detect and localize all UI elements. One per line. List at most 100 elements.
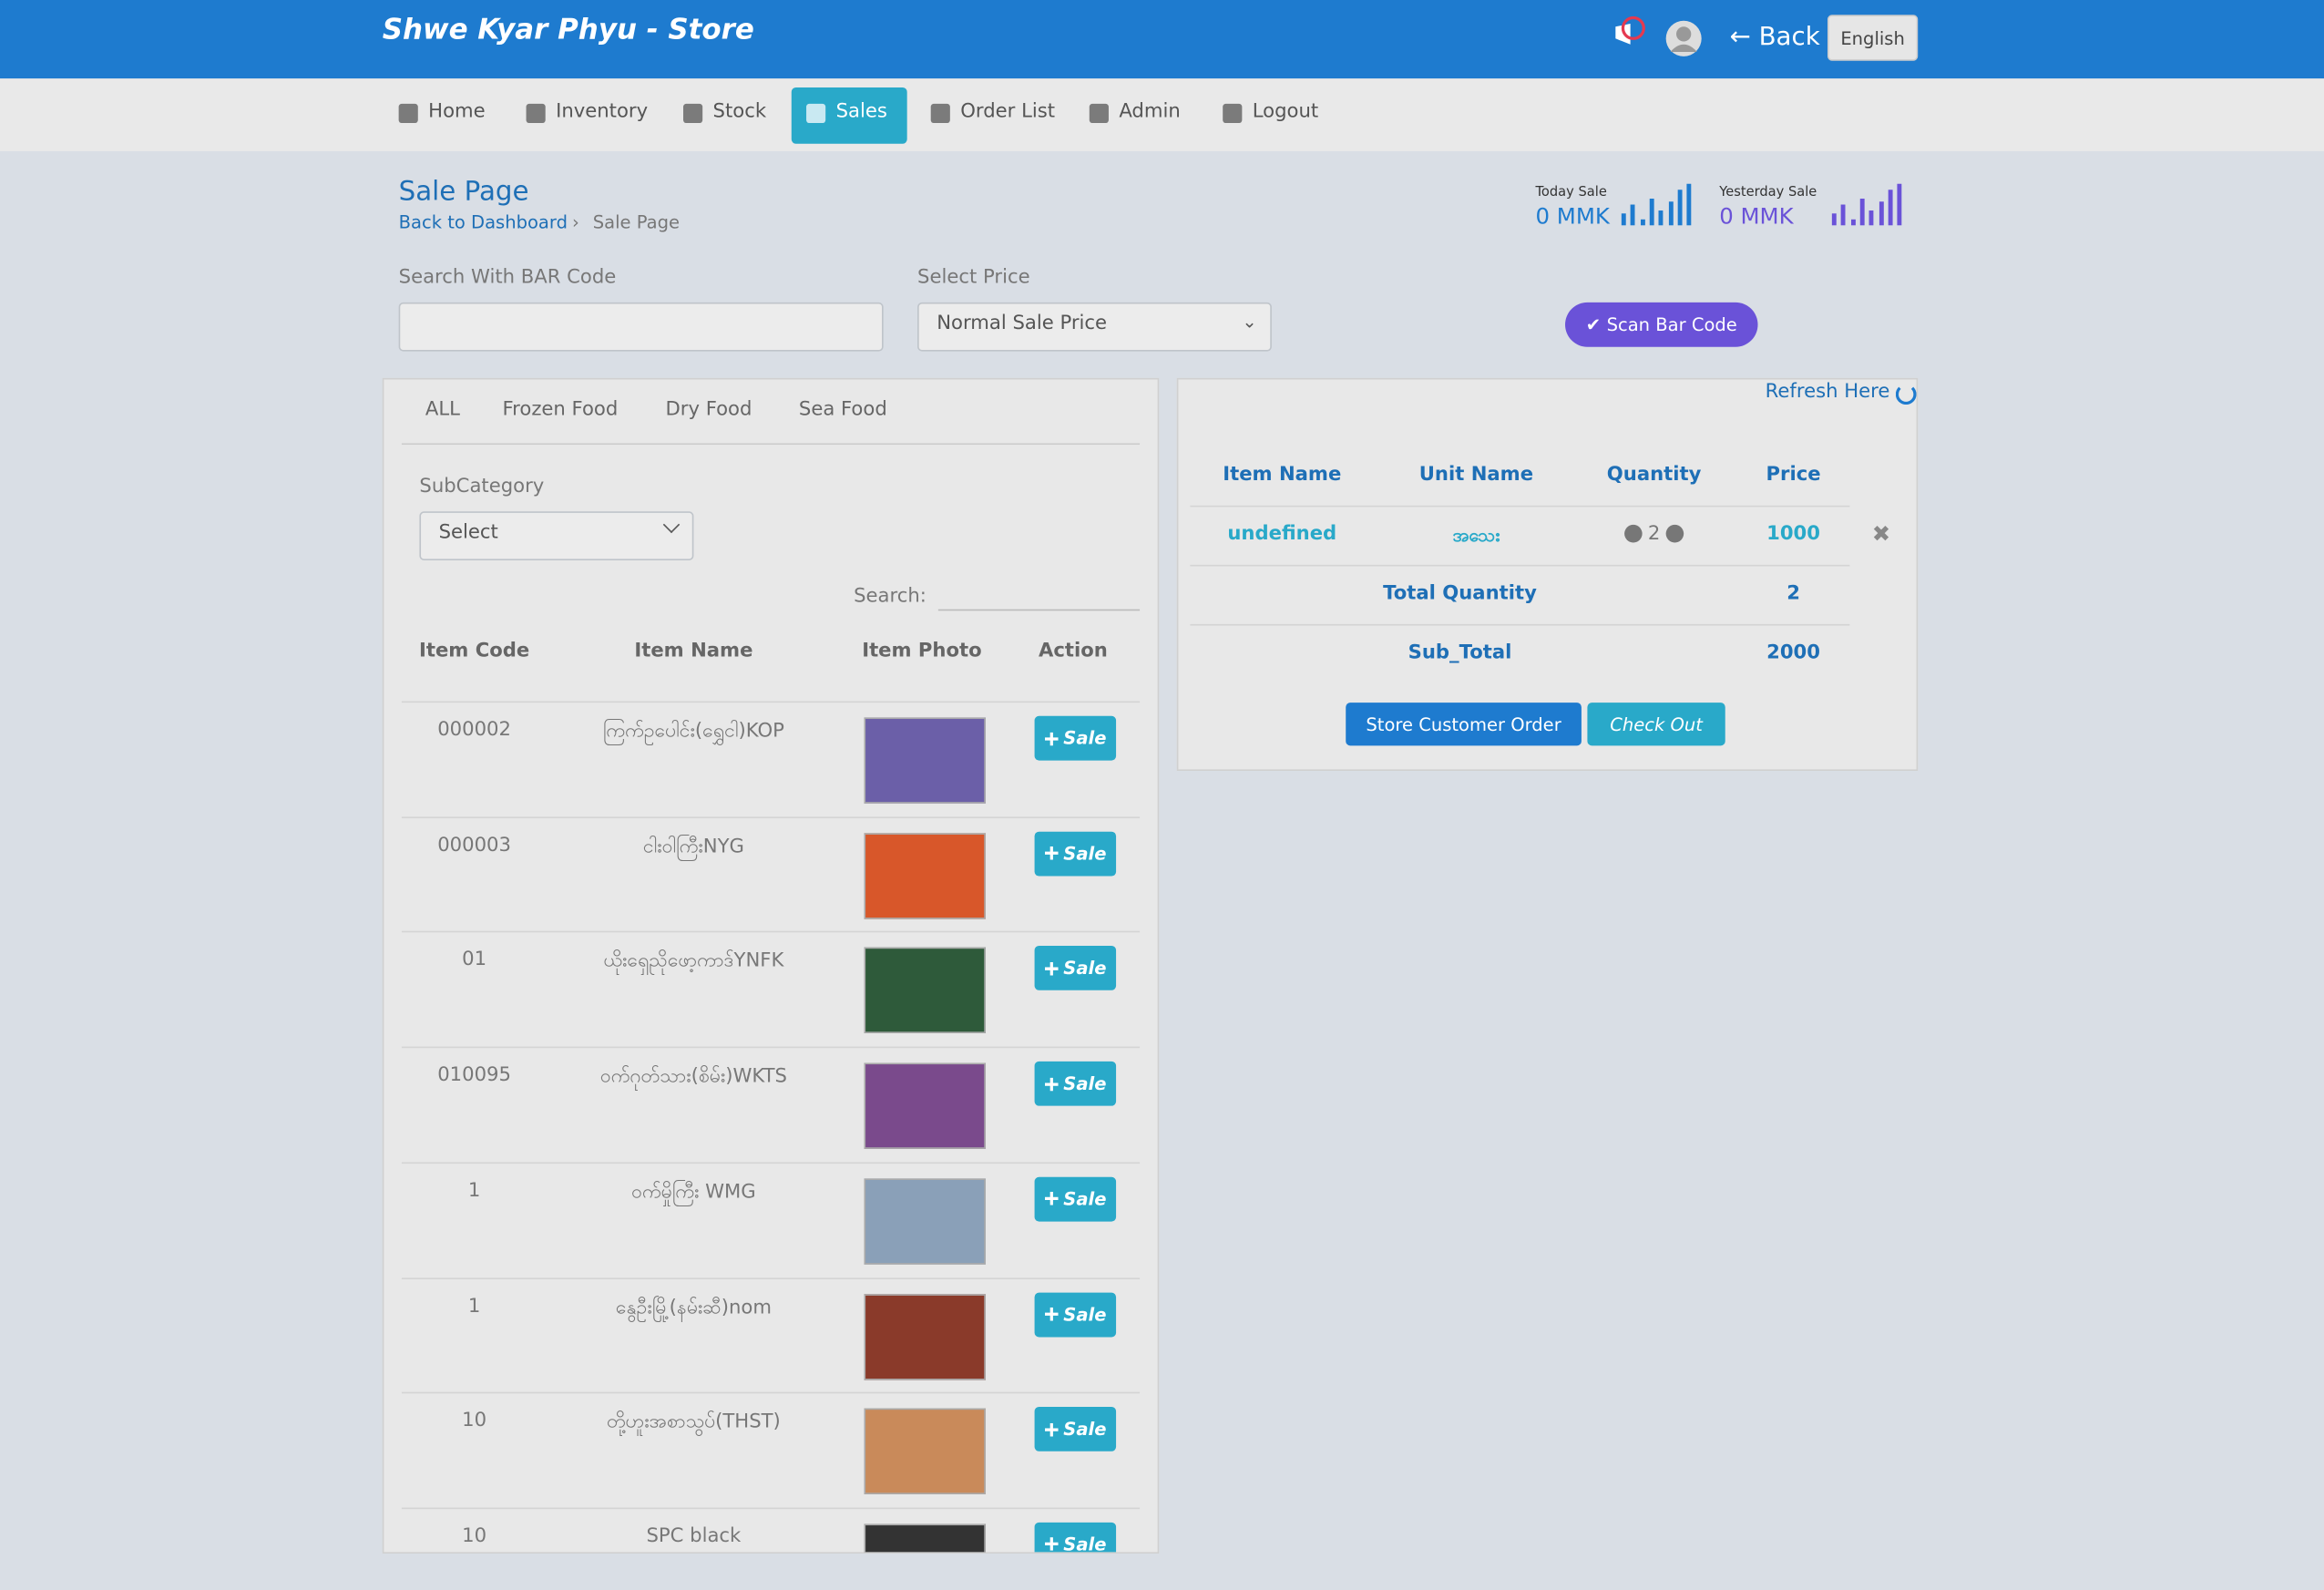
category-tab[interactable]: Dry Food — [665, 398, 752, 422]
nav-icon[interactable] — [1089, 103, 1109, 124]
scan-button[interactable]: ✔ Scan Bar Code — [1565, 302, 1758, 347]
nav-item[interactable]: Home — [428, 100, 486, 124]
cart-item: undefined — [1227, 523, 1337, 546]
stat-bar-icon — [1897, 183, 1902, 226]
refresh-icon[interactable] — [1895, 384, 1917, 405]
cart-unit: အသေး — [1452, 524, 1500, 546]
notification-icon[interactable] — [1610, 12, 1654, 54]
row-divider — [401, 816, 1141, 818]
item-photo — [864, 1062, 986, 1150]
select-caret: ⌄ — [1242, 311, 1257, 333]
sale-button-text[interactable]: Sale — [1063, 843, 1107, 864]
qty-increase[interactable] — [1624, 524, 1643, 543]
item-name: ငါးဝါကြီးNYG — [642, 836, 744, 858]
cart-quantity: 2 — [1647, 523, 1661, 546]
sale-button[interactable]: Sale — [1034, 1407, 1117, 1452]
item-code: 000002 — [437, 719, 511, 742]
store-order-button[interactable]: Store Customer Order — [1346, 703, 1582, 746]
sale-button[interactable]: Sale — [1034, 946, 1117, 991]
row-divider — [401, 1046, 1141, 1049]
checkout-button[interactable]: Check Out — [1587, 703, 1725, 746]
breadcrumb-current: Sale Page — [592, 211, 681, 233]
nav-item[interactable]: Sales — [835, 100, 887, 124]
avatar[interactable] — [1664, 19, 1703, 57]
subcategory-label: SubCategory — [419, 476, 545, 498]
total-quantity-label: Total Quantity — [1383, 582, 1537, 605]
item-name: ယိုးရှေညိုဖော့ကာဒ်YNFK — [603, 950, 784, 973]
plus-icon — [1044, 731, 1058, 745]
catalog-panel: ALL Frozen Food Dry Food Sea Food SubCategor… — [382, 377, 1160, 1554]
sale-button-text[interactable]: Sale — [1063, 1073, 1107, 1094]
nav-item[interactable]: Stock — [712, 100, 767, 124]
sale-button[interactable]: Sale — [1034, 831, 1117, 876]
refresh-link[interactable]: Refresh Here — [1765, 381, 1890, 404]
price-option: Normal Sale Price — [937, 313, 1108, 335]
nav-icon[interactable] — [683, 103, 703, 124]
cart-column-header: Item Name — [1223, 464, 1342, 487]
stat-bar-icon — [1686, 183, 1692, 226]
category-tab[interactable]: Sea Food — [798, 398, 887, 422]
cart-column-header: Unit Name — [1418, 464, 1534, 487]
stat-value: 0 MMK — [1535, 202, 1610, 231]
subcategory-option: Select — [438, 521, 498, 545]
divider — [401, 443, 1141, 446]
sale-button[interactable]: Sale — [1034, 1522, 1117, 1554]
back-text[interactable]: Back — [1758, 22, 1820, 52]
category-tab[interactable]: Frozen Food — [502, 398, 619, 422]
sale-button-text[interactable]: Sale — [1063, 1534, 1107, 1554]
item-photo — [864, 1523, 986, 1553]
language-button[interactable]: English — [1827, 15, 1919, 61]
brand[interactable]: Shwe Kyar Phyu - Store — [382, 13, 754, 46]
nav-icon[interactable] — [930, 103, 950, 124]
sale-button[interactable]: Sale — [1034, 715, 1117, 761]
subcategory-select[interactable] — [419, 511, 694, 560]
category-tab[interactable]: ALL — [425, 398, 460, 422]
item-code: 010095 — [437, 1064, 511, 1087]
search-input[interactable] — [937, 609, 1141, 611]
qty-decrease[interactable] — [1665, 524, 1684, 543]
stat-bar-icon — [1649, 199, 1654, 226]
back-link[interactable]: ← Back — [1729, 22, 1820, 52]
item-code: 10 — [462, 1524, 487, 1548]
price-select[interactable] — [917, 302, 1272, 352]
barcode-input[interactable] — [398, 302, 884, 352]
stat-value: 0 MMK — [1719, 202, 1794, 231]
stat-bar-icon — [1879, 201, 1883, 226]
nav-item[interactable]: Admin — [1119, 100, 1181, 124]
stat-bar-icon — [1668, 201, 1673, 226]
nav-item[interactable]: Order List — [960, 100, 1056, 124]
column-header: Action — [1038, 640, 1108, 663]
cart-divider — [1190, 623, 1850, 626]
nav-icon[interactable] — [398, 103, 418, 124]
item-photo — [864, 1408, 986, 1495]
nav-item[interactable]: Inventory — [556, 100, 649, 124]
nav-icon[interactable] — [526, 103, 546, 124]
breadcrumb-link[interactable]: Back to Dashboard — [398, 211, 568, 233]
sale-button[interactable]: Sale — [1034, 1176, 1117, 1222]
stat-bar-icon — [1859, 199, 1865, 226]
nav-item[interactable]: Logout — [1252, 100, 1319, 124]
page-title: Sale Page — [398, 176, 529, 208]
item-name: ဝက်ဂုတ်သား(စိမ်း)WKTS — [599, 1065, 787, 1089]
stat-bar-icon — [1658, 210, 1664, 226]
barcode-label: Search With BAR Code — [398, 266, 617, 290]
sale-button[interactable]: Sale — [1034, 1062, 1117, 1106]
nav-icon[interactable] — [1223, 103, 1243, 124]
plus-icon — [1044, 1077, 1058, 1091]
scan-button-text[interactable]: Scan Bar Code — [1606, 313, 1737, 335]
item-name: ဝက်မှိုကြီး WMG — [631, 1181, 756, 1204]
sale-button[interactable]: Sale — [1034, 1291, 1117, 1337]
sale-button-text[interactable]: Sale — [1063, 958, 1107, 980]
sale-button-text[interactable]: Sale — [1063, 1419, 1107, 1441]
nav-icon[interactable] — [806, 103, 826, 124]
item-code: 000003 — [437, 834, 511, 857]
row-divider — [401, 1391, 1141, 1394]
sale-button-text[interactable]: Sale — [1063, 727, 1107, 749]
price-label: Select Price — [917, 266, 1030, 290]
sale-button-text[interactable]: Sale — [1063, 1303, 1107, 1325]
sale-button-text[interactable]: Sale — [1063, 1188, 1107, 1210]
remove-icon[interactable]: ✖ — [1871, 520, 1891, 548]
cart-column-header: Quantity — [1606, 464, 1702, 487]
cart-panel: Refresh Here Item Name Unit Name Quantity Pr… — [1176, 377, 1919, 771]
